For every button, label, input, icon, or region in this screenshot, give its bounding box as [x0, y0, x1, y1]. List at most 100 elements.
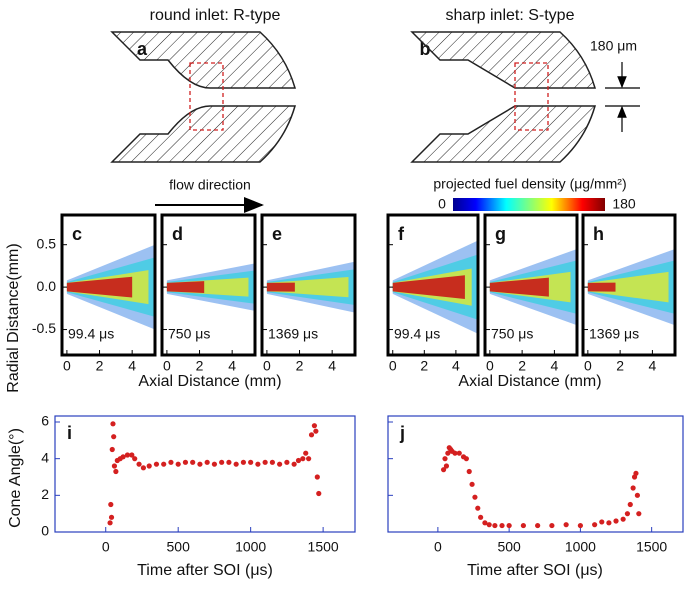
y-tick-label: 0	[41, 523, 49, 539]
data-point	[146, 463, 152, 469]
y-axis-label: Cone Angle(°)	[7, 428, 24, 528]
y-tick-label: 6	[41, 413, 49, 429]
panel-label: c	[72, 224, 82, 244]
time-label: 750 μs	[491, 326, 533, 342]
x-tick-label: 2	[420, 358, 428, 374]
data-point	[308, 432, 315, 438]
data-point	[456, 450, 462, 456]
x-tick-label: 1000	[565, 539, 596, 555]
data-point	[255, 461, 261, 467]
data-point	[563, 522, 569, 528]
data-point	[482, 520, 488, 526]
data-point	[313, 428, 319, 434]
data-point	[443, 463, 450, 469]
x-tick-label: 2	[196, 358, 204, 374]
panel-frame	[160, 213, 257, 357]
x-tick-label: 1500	[308, 539, 339, 555]
x-axis-label: Axial Distance (mm)	[458, 373, 601, 390]
data-point	[634, 492, 640, 498]
data-point	[633, 470, 639, 476]
panel-label: b	[420, 39, 431, 59]
spray	[166, 281, 205, 294]
data-point	[466, 468, 472, 475]
x-tick-label: 4	[328, 358, 336, 374]
data-point	[233, 461, 239, 467]
roi-box	[514, 62, 549, 131]
panel-frame	[260, 213, 357, 357]
data-point	[226, 459, 232, 465]
data-point	[175, 461, 181, 467]
panel-label: e	[272, 224, 282, 244]
panel-label: i	[67, 423, 72, 443]
data-point	[478, 514, 484, 520]
data-point	[295, 457, 302, 464]
data-point	[140, 465, 147, 471]
data-point	[472, 494, 478, 500]
data-point	[624, 511, 631, 517]
data-point	[240, 459, 247, 465]
data-point	[190, 459, 196, 465]
dimension-label: 180 μm	[590, 38, 637, 54]
roi-box	[189, 62, 224, 131]
spray	[392, 275, 465, 299]
data-point	[168, 459, 174, 465]
schematic-title: round inlet: R-type	[150, 7, 281, 24]
nozzle-wall	[110, 31, 296, 89]
data-point	[303, 450, 309, 456]
data-point	[442, 456, 448, 462]
data-point	[469, 481, 475, 487]
data-point	[291, 461, 297, 467]
data-point	[440, 467, 447, 473]
time-label: 1369 μs	[268, 326, 318, 342]
panel-label: j	[399, 423, 405, 443]
data-point	[492, 522, 498, 529]
data-point	[120, 454, 126, 460]
x-tick-label: 2	[616, 358, 624, 374]
data-point	[204, 459, 210, 465]
spray	[587, 271, 669, 303]
x-tick-label: 4	[551, 358, 559, 374]
x-tick-label: 500	[167, 539, 191, 555]
time-label: 750 μs	[168, 326, 210, 342]
data-point	[161, 461, 167, 467]
data-point	[316, 490, 322, 497]
colorbar-max: 180	[612, 196, 636, 212]
x-tick-label: 0	[63, 358, 71, 374]
colorbar-title: projected fuel density (μg/mm²)	[433, 176, 626, 192]
y-tick-label: 4	[41, 449, 49, 465]
spray	[266, 282, 295, 292]
data-point	[314, 474, 320, 480]
data-point	[110, 421, 116, 427]
x-tick-label: 2	[296, 358, 304, 374]
x-tick-label: 0	[389, 358, 397, 374]
dimension-marker	[605, 62, 640, 132]
x-tick-label: 4	[452, 358, 460, 374]
data-point	[182, 459, 189, 465]
data-point	[124, 452, 131, 458]
data-point	[248, 459, 254, 465]
data-point	[486, 522, 492, 528]
data-point	[113, 468, 119, 475]
data-point	[606, 520, 612, 526]
x-tick-label: 0	[102, 539, 110, 555]
x-tick-label: 0	[263, 358, 271, 374]
data-point	[277, 461, 283, 467]
y-axis-label: Radial Distance(mm)	[5, 243, 22, 392]
data-point	[111, 434, 117, 440]
data-point	[630, 485, 636, 491]
data-point	[129, 452, 135, 458]
nozzle-wall	[410, 31, 596, 89]
x-tick-label: 2	[96, 358, 104, 374]
data-point	[499, 522, 505, 529]
spray	[489, 277, 549, 297]
flow-label: flow direction	[169, 177, 251, 193]
x-tick-label: 4	[128, 358, 136, 374]
panel-label: h	[593, 224, 604, 244]
nozzle-wall	[110, 105, 296, 163]
data-point	[211, 461, 218, 467]
data-point	[219, 459, 225, 465]
x-tick-label: 0	[434, 539, 442, 555]
data-point	[269, 459, 275, 465]
